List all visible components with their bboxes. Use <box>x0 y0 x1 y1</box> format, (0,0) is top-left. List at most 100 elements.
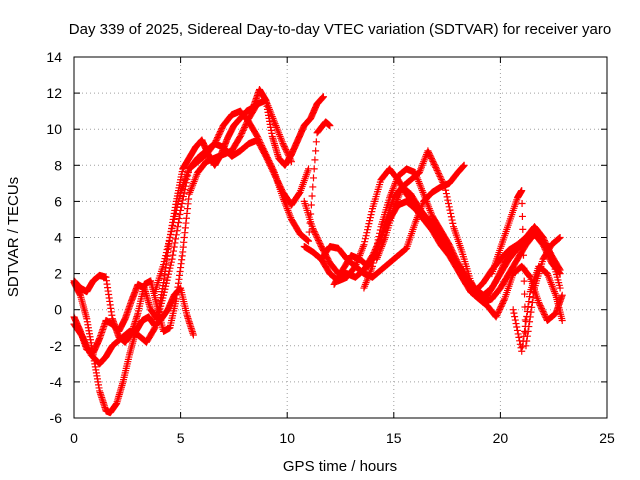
data-point <box>240 125 248 133</box>
data-point <box>374 236 382 244</box>
data-point <box>467 277 475 285</box>
data-point <box>264 155 272 163</box>
data-point <box>447 213 455 221</box>
data-point <box>319 93 327 101</box>
data-point <box>259 144 267 152</box>
data-point <box>521 322 529 330</box>
data-point <box>444 196 452 204</box>
data-point <box>314 235 322 243</box>
data-point <box>540 237 548 245</box>
data-point <box>255 135 263 143</box>
data-point <box>241 123 249 131</box>
data-point <box>366 214 374 222</box>
data-point <box>494 310 502 318</box>
data-point <box>469 283 477 291</box>
data-point <box>216 129 224 137</box>
data-point <box>173 203 181 211</box>
data-point <box>169 251 177 259</box>
data-point <box>513 323 521 331</box>
data-point <box>470 284 478 292</box>
data-point <box>261 149 269 157</box>
data-point <box>528 298 536 306</box>
data-point <box>369 259 377 267</box>
y-tick-label: 10 <box>46 121 62 137</box>
data-point <box>451 253 459 261</box>
data-point <box>540 311 548 319</box>
data-point <box>445 203 453 211</box>
data-point <box>282 147 290 155</box>
data-point <box>214 134 222 142</box>
data-point <box>310 165 318 173</box>
data-point <box>161 255 169 263</box>
data-point <box>436 172 444 180</box>
data-point <box>511 313 519 321</box>
data-point <box>447 245 455 253</box>
data-point <box>540 235 548 243</box>
data-point <box>361 238 369 246</box>
data-point <box>174 197 182 205</box>
data-point <box>512 320 520 328</box>
data-point <box>307 201 315 209</box>
data-point <box>446 242 454 250</box>
data-point <box>218 125 226 133</box>
data-point <box>518 212 526 220</box>
data-point <box>449 219 457 227</box>
data-point <box>303 236 311 244</box>
data-point <box>260 147 268 155</box>
data-point <box>432 165 440 173</box>
data-point <box>176 210 184 218</box>
data-point <box>467 278 475 286</box>
data-point <box>435 169 443 177</box>
data-point <box>174 200 182 208</box>
data-point <box>445 241 453 249</box>
y-tick-label: 8 <box>54 157 62 173</box>
data-point <box>256 138 264 146</box>
data-point <box>363 229 371 237</box>
data-points <box>70 85 566 417</box>
data-point <box>280 141 288 149</box>
data-point <box>283 149 291 157</box>
data-point <box>253 132 261 140</box>
data-point <box>172 206 180 214</box>
data-point <box>361 235 369 243</box>
data-point <box>452 254 460 262</box>
data-point <box>167 258 175 266</box>
data-point <box>425 148 433 156</box>
data-point <box>305 237 313 245</box>
data-point <box>308 192 316 200</box>
data-point <box>268 163 276 171</box>
data-point <box>174 223 182 231</box>
data-point <box>538 304 546 312</box>
data-point <box>448 247 456 255</box>
data-point <box>179 193 187 201</box>
data-point <box>523 308 531 316</box>
data-point <box>497 302 505 310</box>
data-point <box>313 234 321 241</box>
data-point <box>326 122 334 130</box>
data-point <box>450 251 458 259</box>
data-point <box>309 183 317 191</box>
data-point <box>438 177 446 185</box>
data-point <box>520 332 528 340</box>
data-point <box>282 146 290 154</box>
data-point <box>266 159 274 167</box>
data-point <box>446 206 454 214</box>
data-point <box>427 153 435 161</box>
data-point <box>448 216 456 224</box>
data-point <box>309 224 317 232</box>
data-point <box>312 138 320 146</box>
data-point <box>171 212 179 220</box>
data-point <box>368 208 376 216</box>
data-point <box>215 131 223 139</box>
y-tick-label: -4 <box>50 374 63 390</box>
data-point <box>439 178 447 186</box>
data-point <box>521 316 529 324</box>
data-point <box>498 301 506 309</box>
data-point <box>524 303 532 311</box>
data-point <box>179 196 187 204</box>
data-point <box>442 190 450 198</box>
data-point <box>312 230 320 238</box>
data-point <box>236 132 244 140</box>
data-point <box>163 246 171 254</box>
data-point <box>239 126 247 134</box>
